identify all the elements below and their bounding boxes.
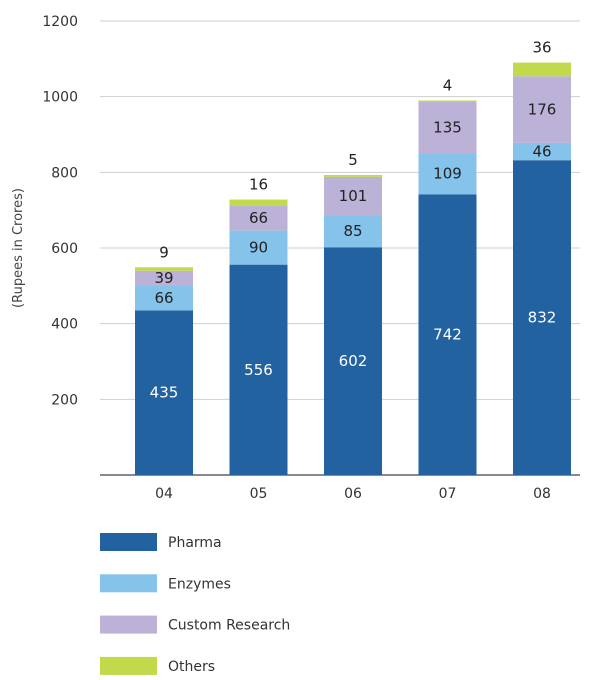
legend-label: Custom Research [168, 618, 290, 634]
data-label: 602 [339, 352, 368, 370]
legend-swatch [100, 656, 157, 675]
y-tick-label: 800 [51, 165, 78, 181]
bar-pharma-05 [229, 264, 288, 475]
bar-custom-research-08 [513, 76, 571, 143]
y-tick-label: 200 [51, 392, 78, 408]
legend-label: Enzymes [168, 576, 231, 592]
data-label: 4 [443, 76, 453, 94]
bar-custom-research-06 [324, 176, 382, 216]
x-tick-label: 05 [250, 486, 268, 502]
y-tick-label: 400 [51, 317, 78, 333]
bar-enzymes-06 [324, 215, 382, 248]
y-axis-label: (Rupees in Crores) [11, 188, 26, 308]
legend-swatch [100, 574, 157, 593]
data-label: 85 [343, 222, 362, 240]
bar-pharma-08 [513, 160, 571, 475]
bar-custom-research-04 [135, 270, 193, 286]
bar-others-05 [229, 199, 288, 206]
bar-pharma-07 [418, 194, 477, 475]
data-label: 176 [528, 101, 557, 119]
bar-others-08 [513, 62, 571, 77]
data-label: 135 [433, 119, 462, 137]
y-tick-label: 1200 [42, 14, 78, 30]
data-label: 101 [339, 187, 368, 205]
data-label: 435 [150, 384, 179, 402]
bar-pharma-04 [135, 310, 193, 475]
x-tick-label: 07 [439, 486, 457, 502]
data-label: 39 [154, 269, 173, 287]
y-tick-label: 1000 [42, 90, 78, 106]
legend-swatch [100, 533, 157, 551]
bar-pharma-06 [324, 247, 382, 475]
data-labels: 435 66 39 9 556 90 66 16 602 85 101 5 742 109 135 4 832 4… [150, 39, 557, 402]
y-tick-labels: 200 400 600 800 1000 1200 [42, 14, 78, 408]
x-tick-labels: 04 05 06 07 08 [155, 486, 551, 502]
y-tick-label: 600 [51, 241, 78, 257]
bar-enzymes-08 [513, 142, 571, 161]
legend-label: Others [168, 659, 215, 675]
data-label: 90 [249, 239, 268, 257]
data-label: 109 [433, 165, 462, 183]
bars [135, 62, 571, 475]
legend: Pharma Enzymes Custom Research Others [100, 533, 290, 675]
bar-enzymes-07 [418, 153, 477, 195]
bar-custom-research-07 [418, 101, 477, 154]
legend-label: Pharma [168, 535, 222, 551]
data-label: 556 [244, 361, 273, 379]
data-label: 46 [532, 143, 551, 161]
x-tick-label: 04 [155, 486, 173, 502]
x-tick-label: 08 [533, 486, 551, 502]
bar-others-06 [324, 174, 382, 177]
x-tick-label: 06 [344, 486, 362, 502]
data-label: 9 [159, 243, 169, 261]
data-label: 832 [528, 309, 557, 327]
data-label: 36 [532, 39, 551, 57]
data-label: 742 [433, 326, 462, 344]
data-label: 16 [249, 176, 268, 194]
data-label: 66 [154, 289, 173, 307]
bar-enzymes-05 [229, 230, 288, 265]
bar-enzymes-04 [135, 285, 193, 311]
data-label: 66 [249, 209, 268, 227]
legend-swatch [100, 615, 157, 634]
data-label: 5 [348, 151, 358, 169]
bar-others-07 [418, 100, 477, 102]
bar-custom-research-05 [229, 205, 288, 231]
bar-others-04 [135, 267, 193, 271]
